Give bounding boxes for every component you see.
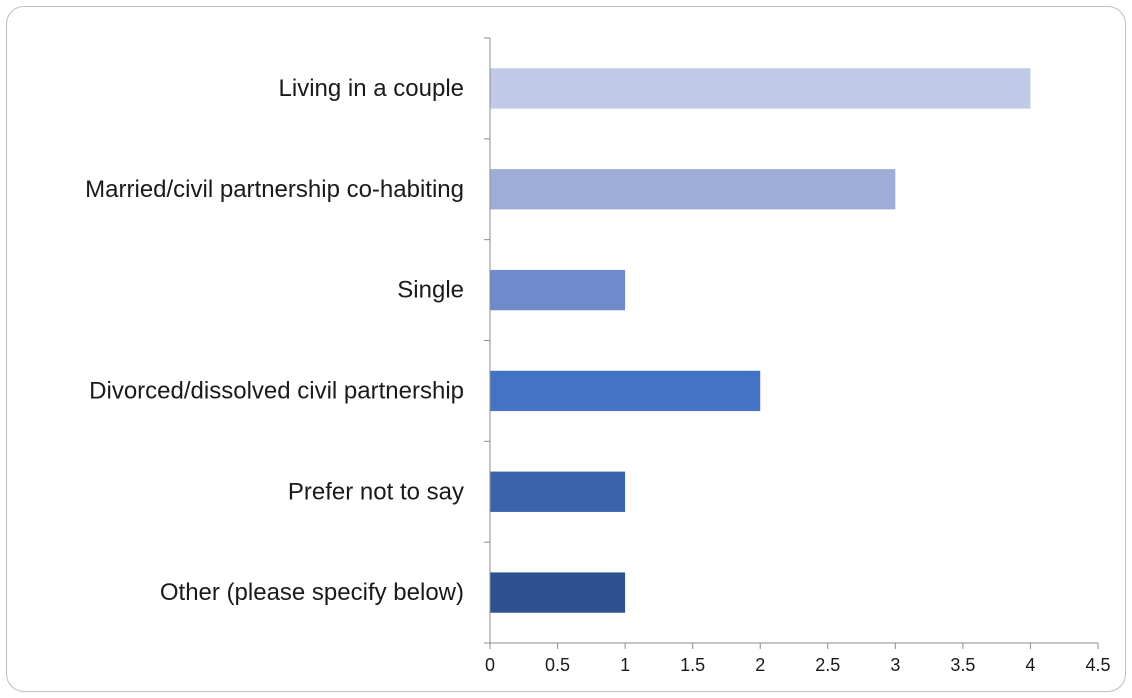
x-tick-label-5: 2.5	[815, 655, 840, 675]
category-label-1: Married/civil partnership co-habiting	[85, 176, 464, 203]
x-tick-label-7: 3.5	[950, 655, 975, 675]
bars-group	[490, 68, 1031, 613]
bar-4	[490, 471, 626, 512]
category-label-0: Living in a couple	[279, 75, 464, 102]
x-tick-label-1: 0.5	[545, 655, 570, 675]
bar-2	[490, 269, 626, 311]
x-tick-label-0: 0	[485, 655, 495, 675]
bar-3	[490, 370, 761, 412]
x-tick-label-4: 2	[755, 655, 765, 675]
x-tick-label-9: 4.5	[1085, 655, 1110, 675]
bar-1	[490, 169, 896, 210]
category-label-4: Prefer not to say	[288, 478, 464, 505]
x-tick-label-8: 4	[1025, 655, 1035, 675]
bar-0	[490, 68, 1031, 109]
x-tick-label-2: 1	[620, 655, 630, 675]
category-label-3: Divorced/dissolved civil partnership	[89, 377, 464, 404]
x-tick-label-6: 3	[890, 655, 900, 675]
axes-group	[484, 37, 1099, 649]
category-labels-group: Living in a couple Married/civil partners…	[85, 75, 464, 606]
category-label-2: Single	[397, 277, 464, 304]
category-label-5: Other (please specify below)	[160, 579, 464, 606]
x-tick-label-3: 1.5	[680, 655, 705, 675]
tick-labels-group: 0 0.5 1 1.5 2 2.5 3 3.5 4 4.5	[485, 655, 1111, 675]
bar-5	[490, 572, 626, 613]
